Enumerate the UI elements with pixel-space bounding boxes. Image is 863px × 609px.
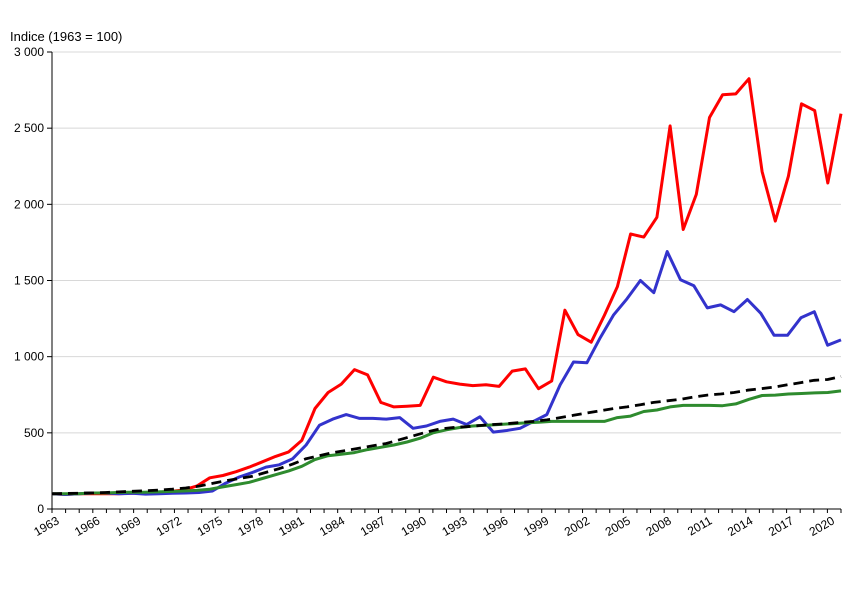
x-tick-label: 2002 <box>562 513 592 539</box>
x-tick-label: 1966 <box>72 513 102 539</box>
x-tick-label: 1999 <box>521 513 551 539</box>
x-tick-label: 1963 <box>31 513 61 539</box>
y-tick-label: 500 <box>24 426 44 440</box>
x-tick-label: 1969 <box>113 513 143 539</box>
x-tick-label: 2017 <box>766 513 796 539</box>
y-tick-label: 0 <box>37 502 44 516</box>
y-tick-label: 2 000 <box>14 197 44 211</box>
x-tick-label: 2020 <box>807 513 837 539</box>
x-tick-label: 2011 <box>685 513 715 538</box>
x-tick-label: 2008 <box>644 513 674 539</box>
series-line-3 <box>52 389 842 496</box>
y-tick-label: 1 500 <box>14 274 44 288</box>
x-tick-label: 1978 <box>235 513 265 539</box>
x-tick-label: 1981 <box>276 513 306 539</box>
x-tick-label: 1984 <box>317 513 347 539</box>
x-tick-label: 1972 <box>154 513 184 539</box>
y-tick-label: 2 500 <box>14 121 44 135</box>
x-tick-label: 1996 <box>480 513 510 539</box>
x-tick-label: 1990 <box>399 513 429 539</box>
series-line-1 <box>51 77 843 496</box>
series-line-4 <box>51 375 842 496</box>
x-tick-label: 1987 <box>358 513 388 539</box>
y-tick-label: 3 000 <box>14 45 44 59</box>
x-tick-label: 1975 <box>195 513 225 539</box>
x-tick-label: 2005 <box>603 513 633 539</box>
y-tick-label: 1 000 <box>14 350 44 364</box>
series-line-2 <box>51 250 842 496</box>
y-axis-label: Indice (1963 = 100) <box>10 29 123 44</box>
x-tick-label: 2014 <box>725 513 755 539</box>
x-tick-label: 1993 <box>439 513 469 539</box>
